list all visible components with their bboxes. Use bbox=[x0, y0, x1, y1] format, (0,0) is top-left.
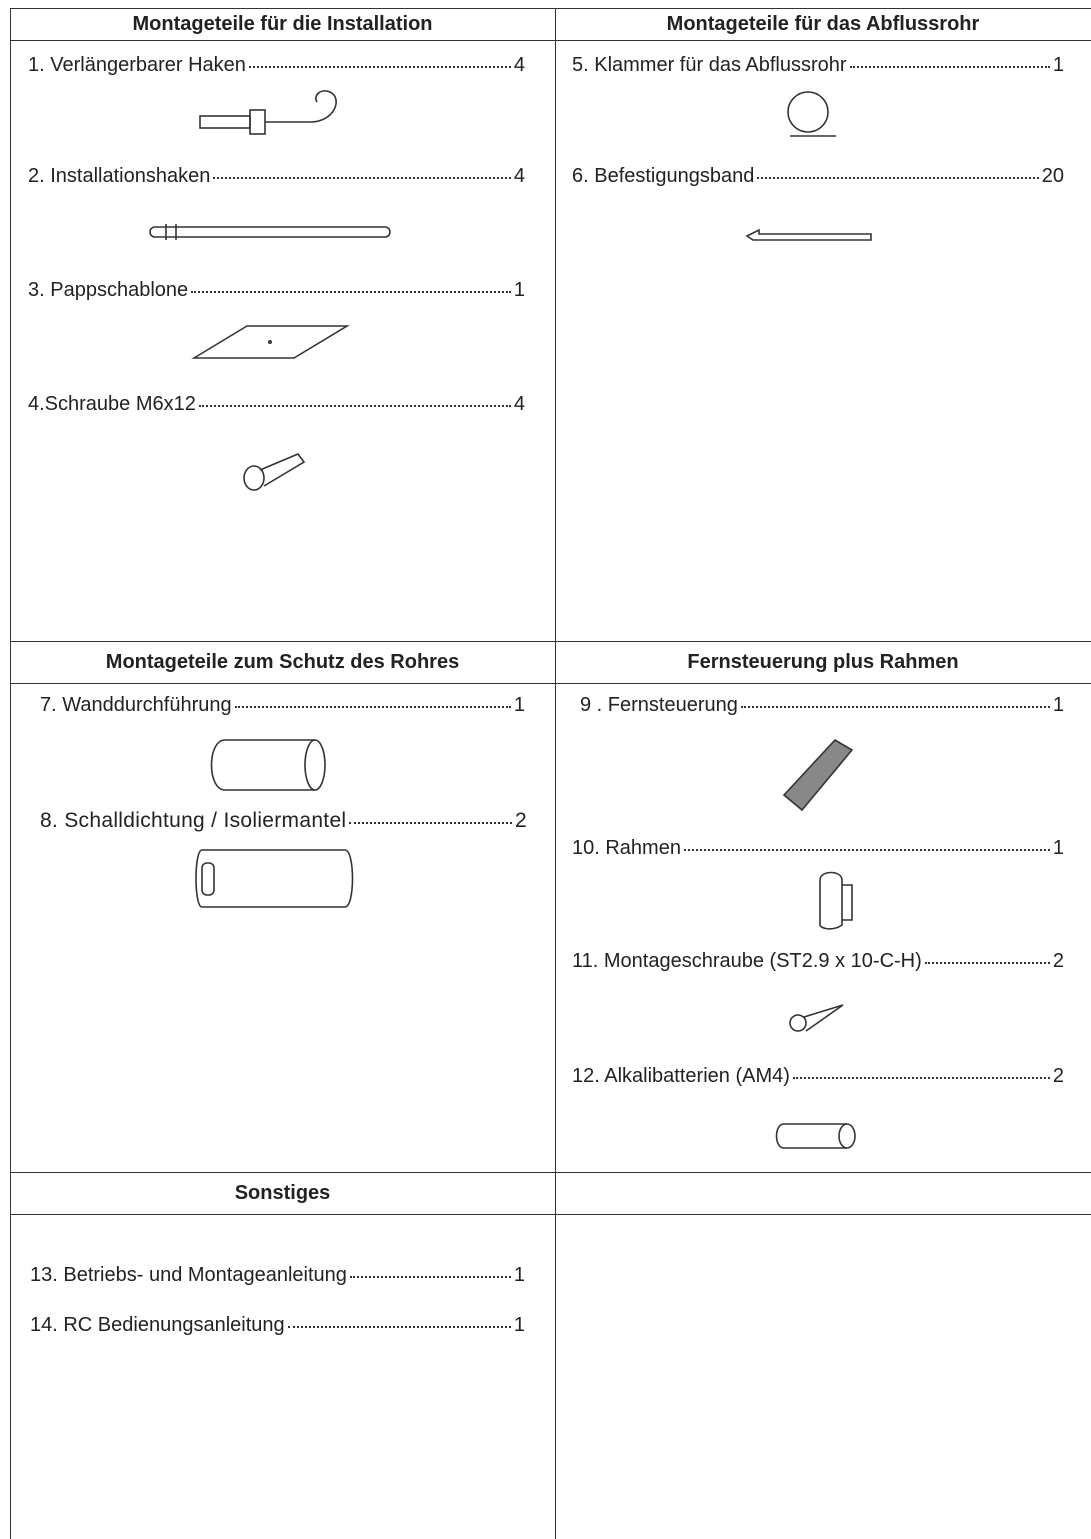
item: 14. RC Bedienungsanleitung 1 bbox=[30, 1314, 525, 1340]
item-label: 2. Installationshaken bbox=[28, 165, 211, 187]
item-quantity: 1 bbox=[513, 279, 525, 301]
item-label: 7. Wanddurchführung bbox=[40, 694, 232, 716]
item: 8. Schalldichtung / Isoliermantel 2 bbox=[40, 809, 527, 835]
item-quantity: 1 bbox=[1052, 837, 1064, 859]
leader bbox=[757, 177, 1039, 179]
item: 10. Rahmen 1 bbox=[572, 837, 1064, 863]
item: 9 . Fernsteuerung 1 bbox=[580, 694, 1064, 720]
item-label: 6. Befestigungsband bbox=[572, 165, 755, 187]
holder-icon bbox=[819, 871, 853, 930]
leader bbox=[234, 706, 511, 708]
mounting-screw-icon bbox=[789, 1004, 844, 1032]
rule bbox=[10, 1214, 1091, 1215]
template-icon bbox=[191, 325, 350, 359]
item-label: 1. Verlängerbarer Haken bbox=[28, 54, 246, 76]
leader bbox=[213, 177, 511, 179]
section-title: Montageteile zum Schutz des Rohres bbox=[105, 651, 460, 673]
item-quantity: 1 bbox=[513, 694, 525, 716]
item-label: 12. Alkalibatterien (AM4) bbox=[572, 1065, 790, 1087]
item-quantity: 4 bbox=[513, 165, 525, 187]
item: 2. Installationshaken 4 bbox=[28, 165, 525, 191]
leader bbox=[248, 66, 511, 68]
screw-icon bbox=[243, 453, 306, 491]
item-quantity: 2 bbox=[1052, 1065, 1064, 1087]
item-quantity: 4 bbox=[513, 54, 525, 76]
battery-icon bbox=[775, 1123, 856, 1149]
item-label: 10. Rahmen bbox=[572, 837, 681, 859]
rule bbox=[10, 8, 1091, 9]
item: 1. Verlängerbarer Haken 4 bbox=[28, 54, 525, 80]
clamp-icon bbox=[787, 91, 836, 137]
section-title: Sonstiges bbox=[234, 1182, 331, 1204]
item: 13. Betriebs- und Montageanleitung 1 bbox=[30, 1264, 525, 1290]
item-quantity: 2 bbox=[515, 809, 527, 832]
leader bbox=[191, 291, 511, 293]
rule bbox=[10, 641, 1091, 642]
rule bbox=[10, 1172, 1091, 1173]
rule bbox=[555, 8, 556, 1539]
item-quantity: 2 bbox=[1052, 950, 1064, 972]
item-label: 8. Schalldichtung / Isoliermantel bbox=[40, 809, 347, 832]
hook-icon bbox=[199, 90, 337, 135]
item-label: 9 . Fernsteuerung bbox=[580, 694, 738, 716]
leader bbox=[287, 1326, 511, 1328]
item-label: 4.Schraube M6x12 bbox=[28, 393, 196, 415]
section-title: Montageteile für das Abflussrohr bbox=[666, 13, 980, 35]
leader bbox=[924, 962, 1050, 964]
item-quantity: 20 bbox=[1041, 165, 1064, 187]
item-label: 14. RC Bedienungsanleitung bbox=[30, 1314, 285, 1336]
remote-icon bbox=[782, 738, 854, 812]
leader bbox=[349, 822, 513, 824]
item-label: 3. Pappschablone bbox=[28, 279, 189, 301]
leader bbox=[198, 405, 511, 407]
item: 4.Schraube M6x12 4 bbox=[28, 393, 525, 419]
item-quantity: 1 bbox=[1052, 54, 1064, 76]
leader bbox=[849, 66, 1050, 68]
item: 7. Wanddurchführung 1 bbox=[40, 694, 525, 720]
strap-icon bbox=[745, 228, 872, 241]
leader bbox=[349, 1276, 511, 1278]
leader bbox=[792, 1077, 1050, 1079]
item-label: 13. Betriebs- und Montageanleitung bbox=[30, 1264, 347, 1286]
leader bbox=[740, 706, 1050, 708]
item-quantity: 4 bbox=[513, 393, 525, 415]
item: 3. Pappschablone 1 bbox=[28, 279, 525, 305]
rule bbox=[10, 683, 1091, 684]
item-label: 5. Klammer für das Abflussrohr bbox=[572, 54, 847, 76]
item-quantity: 1 bbox=[513, 1314, 525, 1336]
item: 12. Alkalibatterien (AM4) 2 bbox=[572, 1065, 1064, 1091]
section-title: Fernsteuerung plus Rahmen bbox=[687, 651, 959, 673]
sleeve-icon bbox=[210, 739, 326, 791]
item-label: 11. Montageschraube (ST2.9 x 10-C-H) bbox=[572, 950, 922, 972]
section-title: Montageteile für die Installation bbox=[132, 13, 433, 35]
hook-strip-icon bbox=[149, 224, 391, 240]
item-quantity: 1 bbox=[1052, 694, 1064, 716]
item-quantity: 1 bbox=[513, 1264, 525, 1286]
rule bbox=[10, 8, 11, 1539]
item: 5. Klammer für das Abflussrohr 1 bbox=[572, 54, 1064, 80]
item: 11. Montageschraube (ST2.9 x 10-C-H) 2 bbox=[572, 950, 1064, 976]
item: 6. Befestigungsband 20 bbox=[572, 165, 1064, 191]
leader bbox=[683, 849, 1050, 851]
insulation-icon bbox=[195, 849, 354, 908]
rule bbox=[10, 40, 1091, 41]
